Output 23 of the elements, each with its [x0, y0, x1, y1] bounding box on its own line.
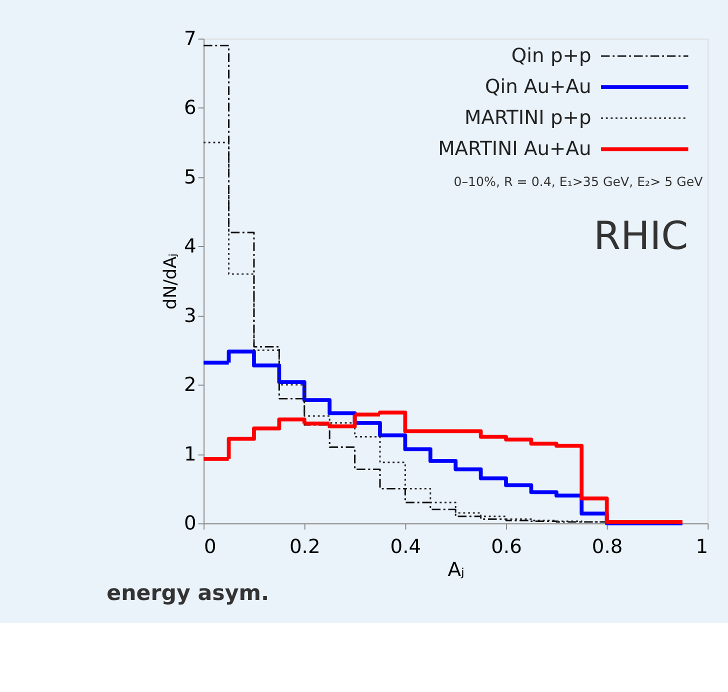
y-tick-label: 2	[184, 373, 196, 396]
y-tick-label: 3	[184, 304, 196, 327]
y-tick-label: 1	[184, 442, 196, 466]
legend-label: Qin p+p	[511, 44, 592, 67]
y-tick-label: 0	[184, 512, 196, 535]
x-axis-title: Aⱼ	[448, 558, 464, 582]
y-axis-title: dN/dAⱼ	[161, 253, 182, 310]
legend-label: Qin Au+Au	[484, 74, 592, 98]
legend-label: MARTINI Au+Au	[438, 136, 592, 160]
annotation: 0–10%, R = 0.4, E₁>35 GeV, E₂> 5 GeV	[454, 174, 704, 189]
text: energy asym.	[106, 580, 270, 606]
legend-label: MARTINI p+p	[464, 106, 592, 129]
x-tick-label: 0.2	[289, 534, 320, 558]
x-tick-label: 0.4	[390, 534, 422, 558]
y-tick-label: 4	[184, 234, 196, 258]
y-tick-label: 7	[184, 26, 196, 50]
y-tick-label: 5	[184, 165, 196, 188]
annotation: RHIC	[594, 214, 688, 259]
x-tick-label: 0.8	[592, 534, 623, 558]
x-tick-label: 0	[204, 534, 216, 558]
y-tick-label: 6	[184, 96, 196, 120]
x-tick-label: 0.6	[491, 534, 522, 558]
x-tick-label: 1	[696, 534, 708, 558]
